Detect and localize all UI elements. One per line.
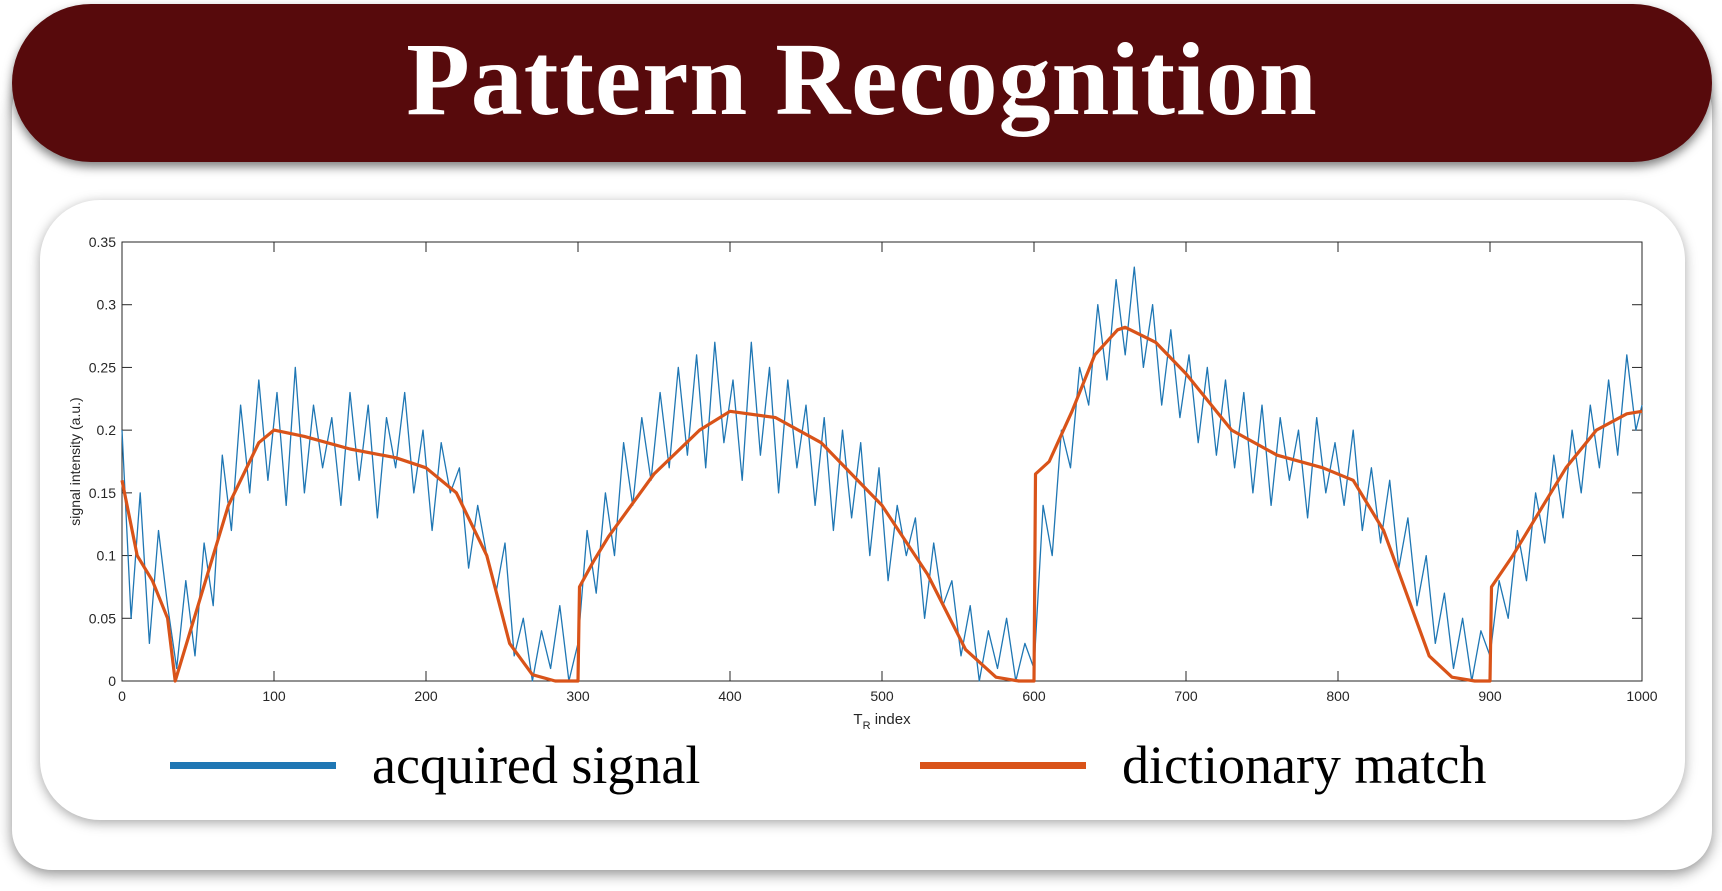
- title-banner: Pattern Recognition: [12, 4, 1712, 162]
- y-tick-label: 0.3: [97, 297, 117, 313]
- x-tick-label: 100: [262, 688, 286, 704]
- y-tick-label: 0.1: [97, 548, 117, 564]
- legend-item-acquired: acquired signal: [170, 725, 700, 805]
- legend-label-match: dictionary match: [1122, 735, 1487, 795]
- y-axis-label: signal intensity (a.u.): [67, 397, 83, 525]
- page-title: Pattern Recognition: [406, 21, 1318, 137]
- x-tick-label: 600: [1022, 688, 1046, 704]
- legend-swatch-match: [920, 761, 1086, 769]
- legend-item-match: dictionary match: [920, 725, 1486, 805]
- y-tick-label: 0.2: [97, 422, 117, 438]
- x-tick-label: 900: [1478, 688, 1502, 704]
- x-tick-label: 700: [1174, 688, 1198, 704]
- series-acquired-signal: [121, 266, 1643, 682]
- y-tick-label: 0: [108, 673, 116, 689]
- x-tick-label: 400: [718, 688, 742, 704]
- legend-swatch-acquired: [170, 761, 336, 769]
- y-tick-label: 0.05: [89, 610, 116, 626]
- legend-label-acquired: acquired signal: [372, 735, 701, 795]
- x-tick-label: 800: [1326, 688, 1350, 704]
- x-tick-label: 1000: [1626, 688, 1657, 704]
- y-tick-label: 0.35: [89, 234, 116, 250]
- series-dictionary-match: [120, 325, 1643, 683]
- x-tick-label: 0: [118, 688, 126, 704]
- x-tick-label: 300: [566, 688, 590, 704]
- x-tick-label: 500: [870, 688, 894, 704]
- y-tick-label: 0.15: [89, 485, 116, 501]
- chart-legend: acquired signal dictionary match: [0, 725, 1722, 805]
- x-axis-label: TR index: [853, 711, 911, 732]
- y-tick-label: 0.25: [89, 359, 116, 375]
- x-tick-label: 200: [414, 688, 438, 704]
- plot-area: [121, 241, 1643, 682]
